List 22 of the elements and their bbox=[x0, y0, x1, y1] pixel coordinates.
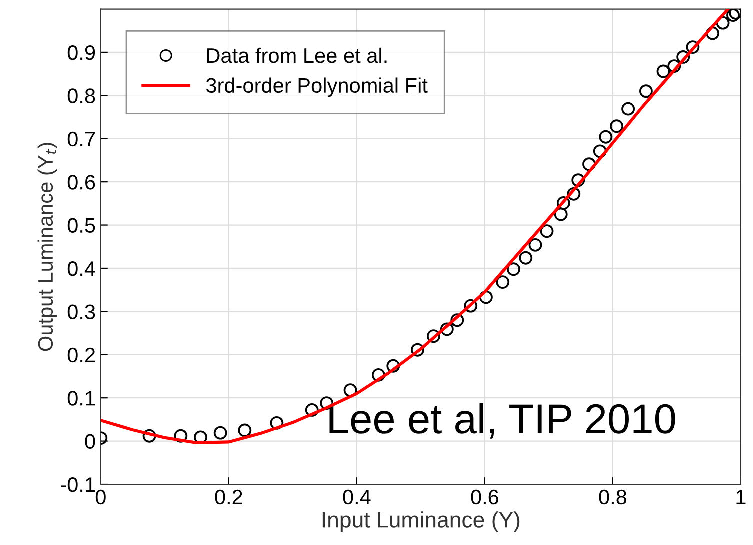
y-tick-label: 0.4 bbox=[68, 261, 96, 276]
x-tick-label: 0.6 bbox=[471, 490, 498, 505]
y-tick-label: 0.7 bbox=[68, 132, 95, 147]
y-axis-title: Output Luminance (Y$_{t}$) bbox=[38, 143, 58, 352]
y-tick-label: 0 bbox=[85, 434, 96, 450]
legend-label: Data from Lee et al. bbox=[207, 48, 387, 64]
annotation: Lee et al, TIP 2010 bbox=[330, 403, 676, 439]
x-tick-label: 0.4 bbox=[343, 490, 371, 505]
y-tick-label: 0.2 bbox=[68, 348, 95, 363]
y-tick-label: 0.3 bbox=[68, 304, 96, 320]
y-tick-label: 0.1 bbox=[68, 391, 96, 406]
y-tick-label: 0.5 bbox=[68, 218, 96, 234]
x-tick-label: 0 bbox=[96, 490, 106, 505]
y-tick-label: 0.6 bbox=[68, 175, 96, 190]
x-tick-label: 0.2 bbox=[215, 490, 242, 505]
x-tick-label: 1 bbox=[736, 490, 746, 504]
y-tick-label: -0.1 bbox=[61, 478, 96, 492]
legend-label: 3rd-order Polynomial Fit bbox=[206, 78, 428, 98]
y-tick-label: 0.8 bbox=[68, 88, 96, 104]
y-tick-label: 0.9 bbox=[68, 45, 96, 60]
x-tick-label: 0.8 bbox=[599, 490, 627, 505]
x-axis-title: Input Luminance (Y) bbox=[322, 512, 520, 532]
